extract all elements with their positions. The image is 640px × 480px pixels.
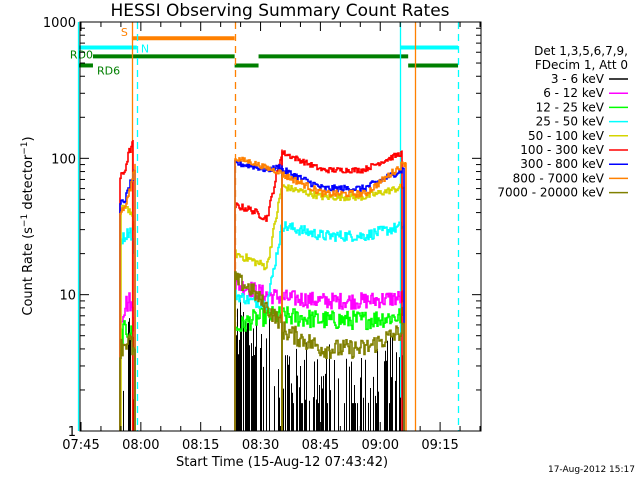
data-line bbox=[281, 321, 405, 431]
legend-label: 12 - 25 keV bbox=[536, 100, 605, 114]
legend-label: 800 - 7000 keV bbox=[513, 171, 605, 185]
x-tick-label: 07:45 bbox=[62, 438, 99, 453]
legend-label: 100 - 300 keV bbox=[520, 143, 604, 157]
state-label: N bbox=[141, 43, 149, 56]
axis-ticks: 07:45 08:00 08:15 08:30 08:45 09:00 09:15 1 10 10… bbox=[43, 16, 481, 453]
x-tick-label: 08:30 bbox=[242, 438, 279, 453]
data-line bbox=[234, 149, 283, 431]
legend-label: 3 - 6 keV bbox=[551, 72, 605, 86]
y-tick-label: 100 bbox=[51, 152, 76, 167]
data-line bbox=[281, 289, 405, 431]
series-7000-20000keV bbox=[119, 271, 405, 431]
legend-label: 300 - 800 keV bbox=[520, 157, 604, 171]
x-tick-label: 09:00 bbox=[362, 438, 399, 453]
y-axis-label: Count Rate (s−1 detector−1) bbox=[20, 136, 36, 315]
legend-label: 6 - 12 keV bbox=[543, 86, 605, 100]
state-label: S bbox=[121, 26, 128, 39]
y-tick-label: 10 bbox=[59, 289, 76, 304]
state-label: RD6 bbox=[97, 64, 120, 77]
footer-timestamp: 17-Aug-2012 15:17 bbox=[548, 465, 635, 475]
data-line bbox=[281, 221, 405, 431]
data-line bbox=[234, 184, 283, 431]
legend-header-line-2: FDecim 1, Att 0 bbox=[535, 58, 628, 72]
data-line bbox=[119, 140, 134, 431]
data-line bbox=[234, 156, 283, 431]
legend-label: 25 - 50 keV bbox=[536, 115, 605, 129]
legend-label: 7000 - 20000 keV bbox=[497, 186, 604, 200]
data-series bbox=[119, 140, 407, 431]
data-line bbox=[234, 271, 283, 431]
x-tick-label: 08:00 bbox=[122, 438, 159, 453]
x-tick-label: 08:15 bbox=[182, 438, 219, 453]
legend-header-line-1: Det 1,3,5,6,7,9, bbox=[534, 44, 628, 58]
y-tick-label: 1 bbox=[68, 425, 76, 440]
state-label: RD0 bbox=[70, 48, 93, 61]
x-tick-label: 08:45 bbox=[302, 438, 339, 453]
data-line bbox=[119, 163, 136, 431]
x-axis-label: Start Time (15-Aug-12 07:43:42) bbox=[176, 455, 388, 470]
data-line bbox=[281, 161, 407, 431]
legend-label: 50 - 100 keV bbox=[528, 129, 605, 143]
state-bars: SN RD0 RD6 bbox=[70, 26, 459, 77]
chart-title: HESSI Observing Summary Count Rates bbox=[110, 1, 449, 21]
series-800-7000keV bbox=[119, 156, 407, 431]
data-line bbox=[281, 306, 405, 431]
data-line bbox=[234, 224, 283, 431]
data-line bbox=[234, 159, 283, 431]
data-line bbox=[119, 334, 136, 431]
y-tick-label: 1000 bbox=[43, 16, 76, 31]
series-100-300keV bbox=[119, 140, 403, 431]
x-tick-label: 09:15 bbox=[421, 438, 458, 453]
data-line bbox=[281, 150, 403, 431]
legend: Det 1,3,5,6,7,9, FDecim 1, Att 0 3 - 6 k… bbox=[497, 44, 628, 200]
data-line bbox=[281, 183, 405, 431]
